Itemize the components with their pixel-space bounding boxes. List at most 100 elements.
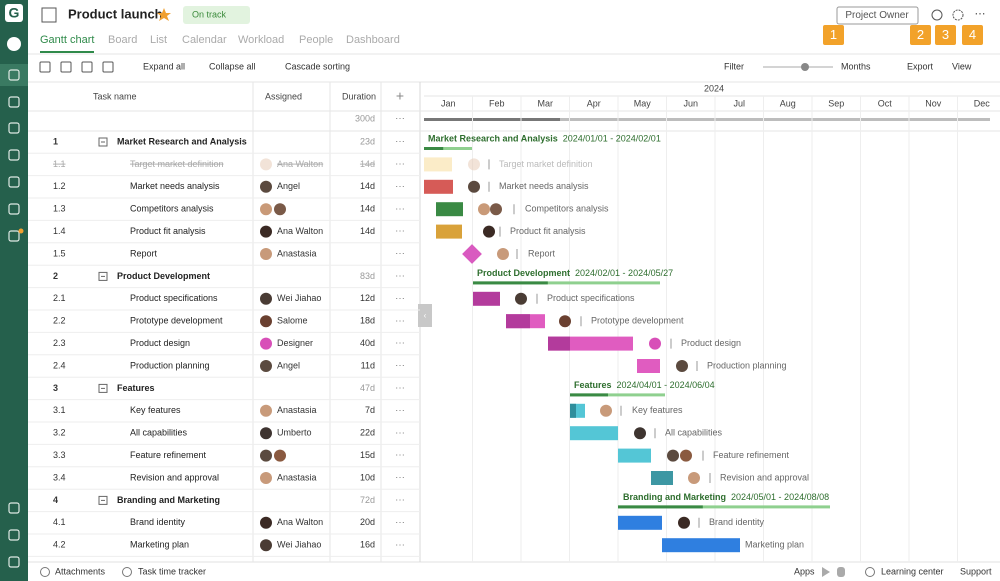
task-name[interactable]: Report <box>130 248 158 258</box>
row-menu[interactable]: ⋯ <box>395 316 405 327</box>
row-menu[interactable]: ⋯ <box>395 495 405 506</box>
task-bar[interactable] <box>436 202 463 217</box>
collapse-toggle[interactable] <box>98 271 108 281</box>
add-column[interactable]: + <box>396 88 404 104</box>
row-menu[interactable]: ⋯ <box>395 159 405 170</box>
task-name[interactable]: Target market definition <box>130 159 224 169</box>
collapse-button[interactable] <box>418 304 432 327</box>
collapse-toggle[interactable] <box>98 383 108 393</box>
row-menu[interactable]: ⋯ <box>395 338 405 349</box>
sidebar-icon[interactable] <box>8 149 20 161</box>
task-bar[interactable] <box>618 448 651 463</box>
task-bar[interactable] <box>473 291 500 306</box>
row-menu[interactable]: ⋯ <box>395 473 405 484</box>
task-name[interactable]: Branding and Marketing <box>117 495 220 505</box>
row-menu[interactable]: ⋯ <box>395 361 405 372</box>
row-menu[interactable]: ⋯ <box>395 540 405 551</box>
footer-learning[interactable]: Learning center <box>881 566 944 576</box>
row-menu[interactable]: ⋯ <box>395 114 405 125</box>
footer-support[interactable]: Support <box>960 566 992 576</box>
more-icon[interactable]: ⋯ <box>975 8 986 20</box>
toolbar-zoom[interactable]: Months <box>841 61 871 71</box>
toolbar-view[interactable]: View <box>952 61 972 71</box>
task-bar[interactable] <box>651 471 673 485</box>
row-menu[interactable]: ⋯ <box>395 137 405 148</box>
role-box[interactable] <box>836 6 919 25</box>
task-name[interactable]: All capabilities <box>130 428 188 438</box>
collapse-toggle[interactable] <box>98 137 108 147</box>
tab[interactable]: Dashboard <box>346 34 400 46</box>
row-menu[interactable]: ⋯ <box>395 383 405 394</box>
task-name[interactable]: Features <box>117 383 155 393</box>
sidebar-icon[interactable] <box>8 230 20 242</box>
footer-tracker[interactable]: Task time tracker <box>138 566 206 576</box>
task-name[interactable]: Production planning <box>130 360 210 370</box>
row-menu[interactable]: ⋯ <box>395 428 405 439</box>
tab[interactable]: Board <box>108 34 137 46</box>
task-name[interactable]: Prototype development <box>130 316 223 326</box>
task-name[interactable]: Product fit analysis <box>130 226 206 236</box>
task-name[interactable]: Revision and approval <box>130 472 219 482</box>
sidebar-icon[interactable] <box>8 502 20 514</box>
tab[interactable]: List <box>150 34 167 46</box>
task-name[interactable]: Marketing plan <box>130 540 189 550</box>
row-menu[interactable]: ⋯ <box>395 204 405 215</box>
status-pill[interactable] <box>183 6 250 24</box>
sidebar-icon[interactable] <box>8 69 20 81</box>
row-menu[interactable]: ⋯ <box>395 249 405 260</box>
sidebar-icon[interactable] <box>7 37 21 51</box>
sidebar-icon[interactable] <box>8 556 20 568</box>
task-bar[interactable] <box>637 359 660 373</box>
badge-label: 3 <box>942 27 949 42</box>
tab[interactable]: Workload <box>238 34 284 46</box>
row-menu[interactable]: ⋯ <box>395 405 405 416</box>
toolbar-expand[interactable]: Expand all <box>143 61 185 71</box>
sidebar-icon[interactable] <box>8 96 20 108</box>
history-icon[interactable] <box>931 9 943 21</box>
toolbar-icon[interactable] <box>81 61 93 73</box>
tab[interactable]: Gantt chart <box>40 34 94 46</box>
tab[interactable]: People <box>299 34 333 46</box>
row-menu[interactable]: ⋯ <box>395 450 405 461</box>
task-bar[interactable] <box>424 179 453 194</box>
logo[interactable] <box>5 4 23 22</box>
task-name[interactable]: Product specifications <box>130 293 218 303</box>
task-name[interactable]: Feature refinement <box>130 450 207 460</box>
collapse-toggle[interactable] <box>98 495 108 505</box>
task-name[interactable]: Product Development <box>117 271 210 281</box>
footer-attachments[interactable]: Attachments <box>55 566 106 576</box>
settings-icon[interactable] <box>952 9 964 21</box>
task-name[interactable]: Market Research and Analysis <box>117 136 247 146</box>
task-bar[interactable] <box>570 426 618 441</box>
toolbar-cascade[interactable]: Cascade sorting <box>285 61 350 71</box>
toolbar-icon[interactable] <box>39 61 51 73</box>
task-name[interactable]: Brand identity <box>130 517 186 527</box>
toolbar-icon[interactable] <box>102 61 114 73</box>
row-menu[interactable]: ⋯ <box>395 181 405 192</box>
task-name[interactable]: Market needs analysis <box>130 181 220 191</box>
zoom-handle[interactable] <box>801 63 809 71</box>
sidebar-icon[interactable] <box>8 529 20 541</box>
row-menu[interactable]: ⋯ <box>395 226 405 237</box>
tab[interactable]: Calendar <box>182 34 227 46</box>
star[interactable] <box>157 8 171 21</box>
task-bar[interactable] <box>436 224 462 239</box>
toolbar-icon[interactable] <box>60 61 72 73</box>
task-name[interactable]: Product design <box>130 338 190 348</box>
task-name[interactable]: Competitors analysis <box>130 204 214 214</box>
toolbar-export[interactable]: Export <box>907 61 934 71</box>
milestone[interactable] <box>462 244 482 264</box>
row-menu[interactable]: ⋯ <box>395 293 405 304</box>
row-menu[interactable]: ⋯ <box>395 271 405 282</box>
sidebar-icon[interactable] <box>8 176 20 188</box>
footer-apps[interactable]: Apps <box>794 566 815 576</box>
sidebar-icon[interactable] <box>8 122 20 134</box>
toolbar-filter[interactable]: Filter <box>724 61 744 71</box>
task-bar[interactable] <box>424 157 452 172</box>
row-menu[interactable]: ⋯ <box>395 517 405 528</box>
toolbar-collapse[interactable]: Collapse all <box>209 61 256 71</box>
sidebar-icon[interactable] <box>8 203 20 215</box>
task-name[interactable]: Key features <box>130 405 181 415</box>
task-bar[interactable] <box>618 515 662 530</box>
task-bar[interactable] <box>662 538 740 553</box>
